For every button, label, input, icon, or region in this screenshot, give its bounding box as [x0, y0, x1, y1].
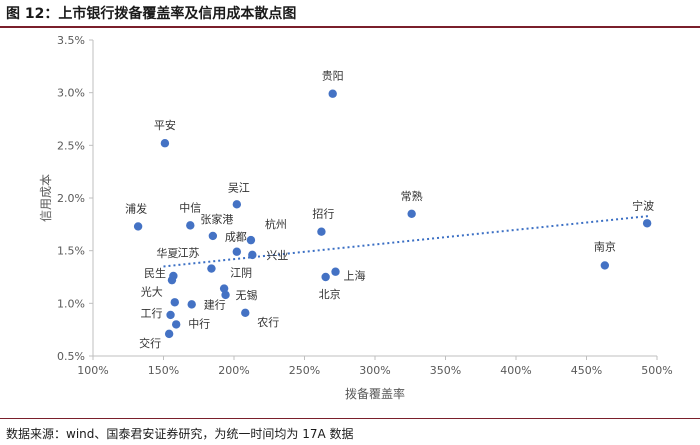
- scatter-chart: 0.5% 1.0% 1.5% 2.0% 2.5% 3.0% 3.5% 100% 150% 200%…: [39, 34, 673, 401]
- point-label: 江苏: [177, 247, 199, 260]
- point-label: 吴江: [228, 181, 250, 194]
- point-label: 工行: [141, 307, 163, 320]
- scatter-point: [248, 250, 257, 260]
- x-tick-label: 200%: [218, 364, 249, 377]
- scatter-point: [328, 89, 337, 98]
- title-bar: 图 12：上市银行拨备覆盖率及信用成本散点图: [0, 0, 700, 28]
- point-label: 平安: [154, 118, 176, 132]
- point-label: 无锡: [236, 288, 258, 302]
- y-axis-title: 信用成本: [39, 174, 53, 222]
- trend-line: [163, 214, 651, 268]
- scatter-point: [241, 308, 250, 318]
- y-tick-label: 3.5%: [57, 34, 85, 47]
- scatter-point: [208, 231, 218, 241]
- scatter-point: [232, 247, 242, 256]
- y-tick-label: 2.0%: [57, 192, 85, 205]
- scatter-point: [164, 329, 174, 339]
- point-label: 民生: [144, 266, 166, 280]
- point-label: 建行: [204, 297, 226, 311]
- scatter-point: [221, 290, 230, 300]
- point-label: 中信: [179, 201, 201, 214]
- x-tick-label: 450%: [571, 364, 602, 377]
- chart-area: 0.5% 1.0% 1.5% 2.0% 2.5% 3.0% 3.5% 100% 150% 200%…: [0, 28, 700, 414]
- point-label: 浦发: [125, 201, 147, 215]
- point-label: 农行: [257, 315, 279, 329]
- x-tick-label: 400%: [500, 364, 531, 377]
- scatter-point: [133, 222, 143, 231]
- scatter-point: [170, 298, 179, 307]
- point-label: 光大: [141, 284, 163, 298]
- y-tick-label: 2.5%: [57, 139, 85, 152]
- source-bar: 数据来源：wind、国泰君安证券研究，为统一时间均为 17A 数据: [0, 418, 700, 445]
- scatter-point: [317, 227, 326, 236]
- x-tick-label: 300%: [359, 364, 390, 377]
- point-label: 兴业: [266, 249, 288, 262]
- point-label: 宁波: [632, 198, 654, 212]
- scatter-point: [171, 320, 181, 329]
- y-tick-label: 1.5%: [57, 245, 85, 258]
- y-tick-label: 3.0%: [57, 87, 85, 100]
- x-axis-title: 拨备覆盖率: [345, 386, 405, 401]
- scatter-point: [166, 310, 175, 320]
- x-tick-label: 250%: [289, 364, 320, 377]
- point-label: 南京: [594, 239, 616, 253]
- scatter-point: [407, 209, 416, 218]
- x-tick-label: 500%: [641, 364, 672, 377]
- point-label: 江阴: [230, 267, 252, 280]
- scatter-point: [331, 267, 340, 276]
- scatter-point: [321, 272, 330, 282]
- point-label: 华夏: [156, 246, 178, 260]
- x-tick-label: 100%: [77, 364, 108, 377]
- scatter-point: [232, 200, 242, 209]
- scatter-point: [186, 221, 195, 230]
- source-note: 数据来源：wind、国泰君安证券研究，为统一时间均为 17A 数据: [6, 427, 354, 441]
- scatter-point: [207, 264, 216, 273]
- point-label: 中行: [188, 317, 210, 330]
- chart-title: 图 12：上市银行拨备覆盖率及信用成本散点图: [6, 6, 297, 22]
- x-tick-label: 150%: [148, 364, 179, 377]
- scatter-point: [600, 261, 610, 270]
- point-label: 上海: [344, 269, 366, 283]
- point-label: 贵阳: [322, 70, 344, 83]
- point-label: 张家港: [200, 212, 233, 226]
- y-tick-label: 1.0%: [57, 297, 85, 310]
- point-label: 招行: [312, 207, 334, 221]
- x-tick-label: 350%: [430, 364, 461, 377]
- scatter-point: [160, 139, 170, 148]
- point-label: 常熟: [401, 189, 423, 203]
- scatter-point: [642, 219, 652, 228]
- point-label: 北京: [319, 287, 341, 301]
- point-label: 成都: [225, 231, 247, 244]
- scatter-point: [187, 300, 196, 309]
- scatter-point: [167, 275, 177, 285]
- y-tick-label: 0.5%: [57, 350, 85, 363]
- scatter-point: [246, 235, 256, 245]
- scatter-point: [219, 284, 229, 293]
- point-label: 杭州: [265, 217, 287, 231]
- point-label: 交行: [139, 336, 161, 350]
